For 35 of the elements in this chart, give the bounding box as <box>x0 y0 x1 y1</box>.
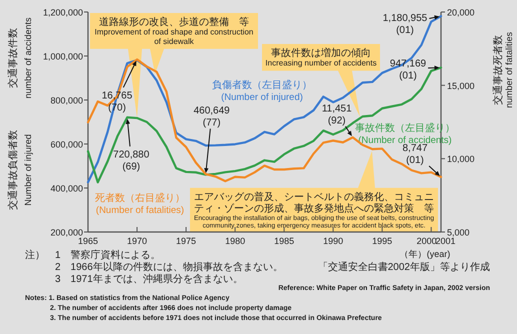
y-tick-label: 600,000 <box>50 140 83 150</box>
data-label: 11,451 (92) <box>322 103 352 126</box>
x-tick-label: 2001 <box>436 236 456 246</box>
x-tick-label: 1965 <box>78 236 98 246</box>
data-label: 720,880 (69) <box>113 149 150 172</box>
y2-axis-title: 交通事故死者数 number of fatalities <box>492 31 514 108</box>
annotation: 道路線形の改良、歩道の整備 等 Improvement of road shape and construction of sidewalk <box>94 16 254 46</box>
text: 死者数（右目盛り） (Number of fatalities) <box>95 192 185 216</box>
text: 「交通安全白書2002年版」等より作成 <box>318 261 490 273</box>
x-tick-label: 1970 <box>127 236 148 246</box>
text: 3 1971年までは、沖縄県分を含まない。 <box>55 273 243 285</box>
y-tick-label: 200,000 <box>50 228 83 238</box>
x-axis-title: （年）(year) <box>400 249 450 259</box>
data-label: 1,180,955 (01) <box>382 13 428 36</box>
y2-tick-label: 10,000 <box>447 154 475 164</box>
x-tick-label: 1985 <box>274 236 294 246</box>
y-tick-label: 1,200,000 <box>42 8 83 18</box>
series-label: 負傷者数（左目盛り） (Number of injured) <box>212 79 312 103</box>
y-tick-label: 800,000 <box>50 96 83 106</box>
text: 注） 1 警察庁資料による。 <box>25 249 161 261</box>
y2-tick-label: 5,000 <box>447 228 470 238</box>
x-tick-label: 1975 <box>176 236 196 246</box>
x-tick-label: 2000 <box>416 236 437 246</box>
y2-tick-label: 20,000 <box>447 8 475 18</box>
annotation: 事故件数は増加の傾向 Increasing number of accidents <box>265 47 377 68</box>
x-tick-label: 1980 <box>225 236 246 246</box>
x-tick-label: 1995 <box>372 236 392 246</box>
y-tick-label: 1,000,000 <box>42 52 83 62</box>
y-tick-label: 400,000 <box>50 184 83 194</box>
data-label: 8,747 (01) <box>402 143 428 166</box>
x-tick-label: 1990 <box>323 236 344 246</box>
y2-tick-label: 15,000 <box>447 80 475 91</box>
text: 交通事故件数 number of accidents 交通事故負傷者数 Number of injured <box>8 17 33 210</box>
text: 2 1966年以降の件数には、物損事故を含まない。 <box>55 261 283 273</box>
data-label: 460,649 (77) <box>194 106 230 129</box>
